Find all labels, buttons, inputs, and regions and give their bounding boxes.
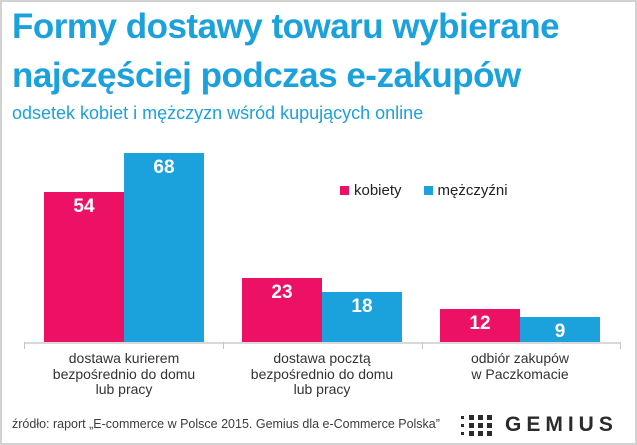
- category-label-line: lub pracy: [293, 381, 351, 397]
- bar-value-label: 68: [153, 157, 175, 178]
- logo-dot: [469, 430, 474, 436]
- bar-mezczyzni-2: 18: [322, 292, 402, 342]
- category-label-line: bezpośrednio do domu: [250, 365, 394, 382]
- category-label-poczta: dostawa pocztą bezpośrednio do domu lub …: [212, 350, 432, 398]
- legend-label-kobiety: kobiety: [354, 182, 402, 199]
- legend-swatch-kobiety: [340, 186, 349, 195]
- category-label-paczkomat: odbiór zakupów w Paczkomacie: [410, 350, 630, 382]
- logo-dot: [478, 414, 483, 420]
- category-label-kurier: dostawa kurierem bezpośrednio do domu lu…: [14, 350, 234, 398]
- page-title-line-1: Formy dostawy towaru wybierane: [12, 7, 560, 46]
- logo-dot: [461, 423, 464, 427]
- category-label-line: dostawa kurierem: [68, 350, 180, 366]
- x-axis-line: [24, 342, 621, 344]
- category-label-line: odbiór zakupów: [470, 350, 570, 366]
- legend-swatch-mezczyzni: [423, 186, 433, 195]
- logo-dot: [461, 415, 464, 419]
- bar-value-label: 9: [554, 321, 566, 342]
- gemius-logo: GEMIUS: [458, 413, 618, 437]
- bar-value-label: 54: [73, 196, 95, 217]
- legend-item-mezczyzni: mężczyźni: [423, 182, 508, 199]
- logo-dot: [469, 422, 474, 428]
- legend-item-kobiety: kobiety: [340, 182, 402, 199]
- page-subtitle: odsetek kobiet i mężczyzn wśród kupujący…: [12, 103, 424, 123]
- bar-value-label: 12: [469, 313, 491, 334]
- logo-dot: [478, 422, 483, 428]
- source-note: źródło: raport „E-commerce w Polsce 2015…: [12, 417, 440, 431]
- bar-value-label: 23: [271, 282, 293, 303]
- category-label-line: lub pracy: [95, 381, 153, 397]
- x-axis-tick: [620, 342, 621, 349]
- logo-dot: [461, 431, 464, 435]
- page-title-line-2: najczęściej podczas e-zakupów: [12, 56, 521, 95]
- logo-dot: [469, 414, 474, 420]
- logo-dot: [487, 414, 492, 420]
- gemius-logo-icon: [458, 413, 494, 437]
- bar-kobiety-3: 12: [440, 309, 520, 342]
- x-axis-tick: [223, 342, 224, 349]
- x-axis-tick: [422, 342, 423, 349]
- category-label-line: w Paczkomacie: [471, 365, 569, 382]
- page-title: Formy dostawy towaru wybierane najczęści…: [12, 2, 560, 100]
- chart-legend: kobiety mężczyźni: [340, 182, 508, 199]
- legend-label-mezczyzni: mężczyźni: [437, 182, 508, 199]
- logo-dot: [487, 430, 492, 436]
- x-axis-tick: [24, 342, 25, 349]
- category-label-line: dostawa pocztą: [273, 350, 371, 366]
- logo-dot: [487, 422, 492, 428]
- logo-dot: [478, 430, 483, 436]
- bar-mezczyzni-3: 9: [520, 317, 600, 342]
- category-label-line: bezpośrednio do domu: [52, 365, 196, 382]
- bar-value-label: 18: [351, 296, 373, 317]
- bar-kobiety-2: 23: [242, 278, 322, 342]
- gemius-logo-text: GEMIUS: [505, 413, 618, 436]
- bar-kobiety-1: 54: [44, 192, 124, 342]
- bar-mezczyzni-1: 68: [124, 153, 204, 342]
